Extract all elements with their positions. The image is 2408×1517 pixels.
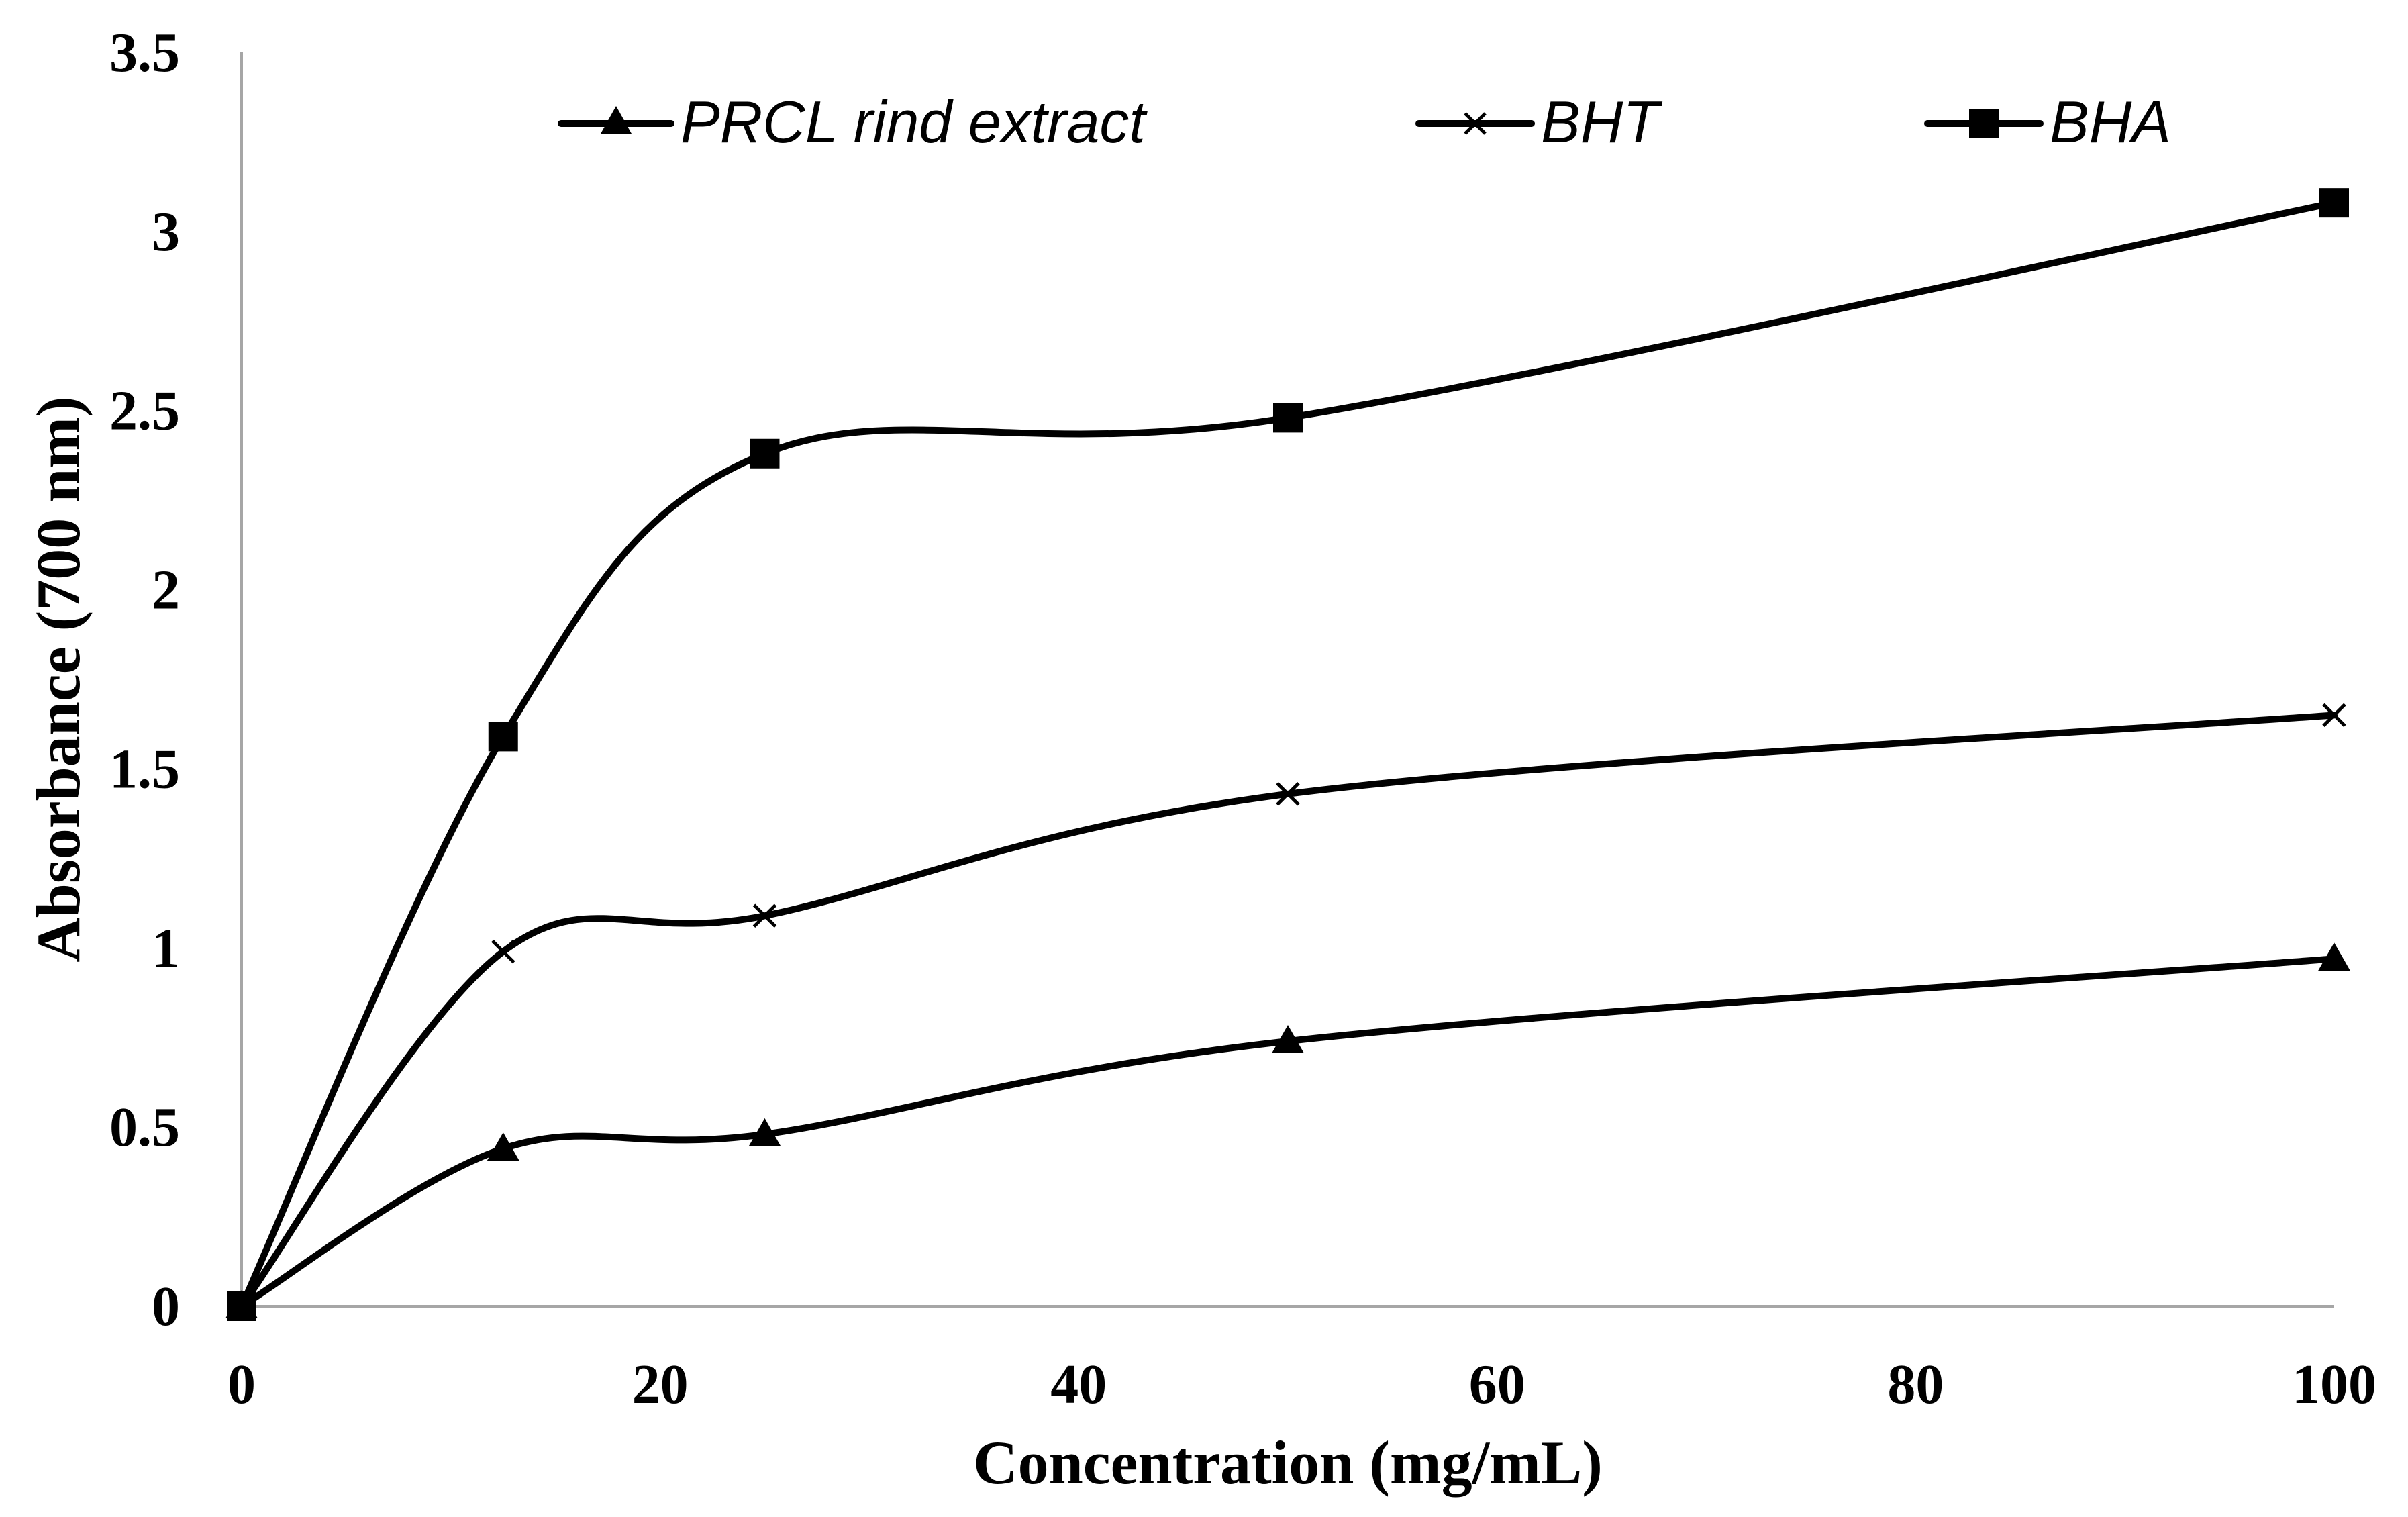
data-point-square <box>227 1291 256 1321</box>
y-tick-label: 0.5 <box>109 1096 180 1159</box>
data-point-triangle <box>748 1118 781 1146</box>
data-point-triangle <box>1272 1025 1304 1054</box>
legend-label-bht: BHT <box>1541 89 1662 155</box>
series-line-x <box>238 712 2338 1310</box>
y-tick-label: 0 <box>152 1275 180 1338</box>
legend: PRCL rind extract BHT BHA <box>558 89 2171 155</box>
x-tick-label: 40 <box>1050 1353 1107 1416</box>
y-tick-label: 2.5 <box>109 380 180 442</box>
y-tick-label: 2 <box>152 559 180 622</box>
legend-marker-square <box>1969 109 1999 138</box>
series-line-square <box>238 199 2338 1310</box>
data-point-x <box>1276 782 1300 806</box>
legend-label-prcl: PRCL rind extract <box>681 89 1148 155</box>
x-tick-label: 0 <box>228 1353 256 1416</box>
x-tick-label: 20 <box>632 1353 689 1416</box>
series-line-triangle <box>238 955 2338 1310</box>
x-axis-tick-labels: 0 20 40 60 80 100 <box>228 1353 2376 1416</box>
data-point-x <box>2322 703 2346 728</box>
data-point-square <box>2319 188 2349 218</box>
y-axis-tick-labels: 0 0.5 1 1.5 2 2.5 3 3.5 <box>109 21 180 1338</box>
y-axis-title: Absorbance (700 nm) <box>24 396 93 962</box>
plot-area <box>240 52 2334 1308</box>
data-point-square <box>488 722 518 752</box>
legend-item-bht: BHT <box>1415 89 1662 155</box>
legend-marker-x <box>1464 112 1487 135</box>
data-point-square <box>750 438 780 469</box>
y-tick-label: 1.5 <box>109 738 180 800</box>
series-lines <box>238 199 2338 1310</box>
legend-item-prcl: PRCL rind extract <box>558 89 1148 155</box>
data-point-triangle <box>2318 942 2350 971</box>
x-tick-label: 60 <box>1469 1353 1525 1416</box>
series-markers <box>225 188 2350 1321</box>
y-tick-label: 1 <box>152 917 180 979</box>
x-tick-label: 100 <box>2292 1353 2376 1416</box>
legend-item-bha: BHA <box>1924 89 2171 155</box>
y-tick-label: 3.5 <box>109 21 180 84</box>
legend-marker-triangle <box>601 106 632 134</box>
data-point-triangle <box>487 1132 519 1161</box>
x-tick-label: 80 <box>1887 1353 1944 1416</box>
data-point-square <box>1273 403 1303 433</box>
y-tick-label: 3 <box>152 201 180 263</box>
x-axis-title: Concentration (mg/mL) <box>973 1428 1603 1497</box>
data-point-x <box>491 939 515 964</box>
data-point-x <box>752 903 777 928</box>
legend-label-bha: BHA <box>2050 89 2171 155</box>
